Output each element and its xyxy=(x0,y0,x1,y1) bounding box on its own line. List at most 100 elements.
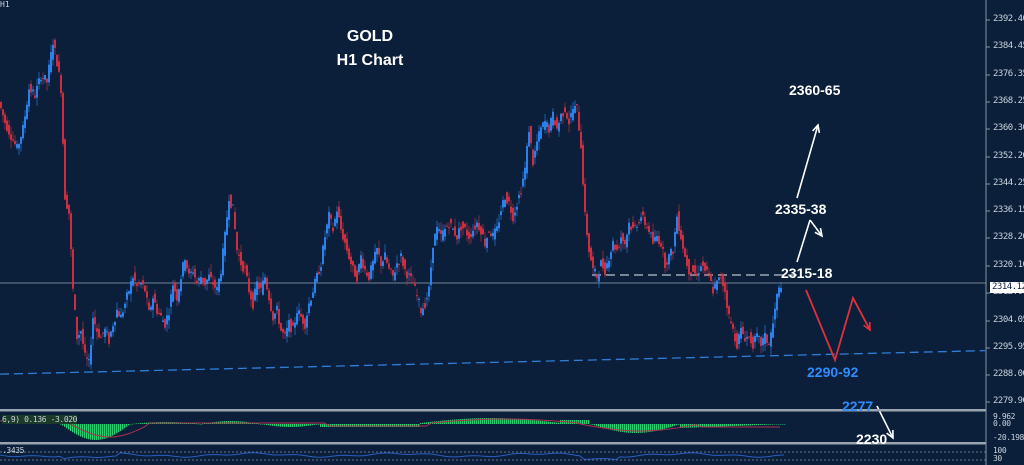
macd-histogram-bar xyxy=(606,424,608,429)
candle-body xyxy=(58,61,60,72)
candle-body xyxy=(334,218,336,227)
candle-body xyxy=(580,131,582,149)
candle-body xyxy=(68,204,70,214)
macd-histogram-bar xyxy=(522,419,524,424)
candle-body xyxy=(246,265,248,277)
candle-body xyxy=(416,295,418,297)
candle-body xyxy=(206,279,208,284)
candle-body xyxy=(128,291,130,294)
macd-histogram-bar xyxy=(726,424,728,427)
candle-body xyxy=(116,309,118,318)
candle-body xyxy=(262,280,264,295)
candle-body xyxy=(378,248,380,255)
candle-body xyxy=(28,89,30,107)
candle-body xyxy=(6,120,8,131)
candle-body xyxy=(576,103,578,106)
candle-body xyxy=(306,315,308,328)
candle-body xyxy=(14,140,16,145)
candle-body xyxy=(624,239,626,245)
candle-body xyxy=(420,307,422,314)
macd-histogram-bar xyxy=(270,424,272,426)
candle-body xyxy=(266,278,268,290)
macd-histogram-bar xyxy=(600,424,602,428)
macd-histogram-bar xyxy=(300,424,302,427)
candle-body xyxy=(104,328,106,338)
macd-histogram-bar xyxy=(508,418,510,424)
macd-histogram-bar xyxy=(670,424,672,428)
macd-histogram-bar xyxy=(594,424,596,426)
candle-body xyxy=(462,221,464,229)
projection-line-2335 xyxy=(796,219,811,263)
macd-histogram-bar xyxy=(536,420,538,424)
candle-body xyxy=(452,228,454,230)
macd-histogram-bar xyxy=(310,424,312,426)
candle-body xyxy=(582,144,584,185)
candle-body xyxy=(428,286,430,297)
candle-body xyxy=(336,211,338,224)
macd-histogram-bar xyxy=(652,424,654,432)
candle-body xyxy=(342,228,344,240)
macd-histogram-bar xyxy=(490,418,492,424)
macd-histogram-bar xyxy=(780,424,782,425)
macd-panel-top-border xyxy=(0,409,986,412)
macd-histogram-bar xyxy=(754,424,756,426)
candle-body xyxy=(402,256,404,266)
candle-body xyxy=(674,232,676,247)
macd-histogram-bar xyxy=(320,424,322,427)
macd-histogram-bar xyxy=(680,424,682,428)
macd-histogram-bar xyxy=(454,419,456,424)
bearish-arrow-head xyxy=(863,321,871,332)
macd-histogram-bar xyxy=(512,418,514,424)
macd-histogram-bar xyxy=(532,420,534,424)
macd-histogram-bar xyxy=(450,419,452,424)
macd-histogram-bar xyxy=(734,424,736,426)
symbol-timeframe-tag: H1 xyxy=(0,0,10,9)
candle-body xyxy=(176,289,178,301)
macd-histogram-bar xyxy=(616,424,618,432)
price-axis-tick: 2376.35 xyxy=(993,69,1024,79)
macd-histogram-bar xyxy=(540,420,542,424)
candle-body xyxy=(564,107,566,113)
macd-histogram-bar xyxy=(126,424,128,427)
candle-body xyxy=(350,256,352,265)
candle-body xyxy=(218,278,220,292)
price-axis-tick: 2368.25 xyxy=(993,96,1024,106)
candle-body xyxy=(52,44,54,60)
candle-body xyxy=(762,338,764,346)
candle-body xyxy=(670,248,672,256)
candle-body xyxy=(448,227,450,229)
macd-histogram-bar xyxy=(514,418,516,424)
candle-body xyxy=(360,255,362,269)
candle-body xyxy=(730,321,732,324)
candle-body xyxy=(232,204,234,206)
current-price-tag: 2314.12 xyxy=(990,282,1024,293)
candle-body xyxy=(108,332,110,344)
candle-body xyxy=(442,230,444,241)
candle-body xyxy=(698,273,700,275)
candle-body xyxy=(654,236,656,242)
candle-body xyxy=(46,78,48,83)
candle-body xyxy=(160,312,162,316)
candle-body xyxy=(456,235,458,240)
candle-body xyxy=(444,228,446,237)
candle-body xyxy=(194,268,196,278)
breakdown-arrow-head xyxy=(886,429,894,440)
macd-histogram-bar xyxy=(558,422,560,424)
candle-body xyxy=(736,332,738,349)
candle-body xyxy=(250,291,252,300)
macd-histogram-bar xyxy=(632,424,634,433)
candle-body xyxy=(76,316,78,340)
candle-body xyxy=(684,248,686,257)
candle-body xyxy=(550,117,552,131)
candle-body xyxy=(254,288,256,301)
macd-histogram-bar xyxy=(630,424,632,433)
candle-body xyxy=(538,131,540,142)
macd-histogram-bar xyxy=(706,424,708,428)
candle-body xyxy=(324,237,326,250)
candle-body xyxy=(628,222,630,235)
candle-body xyxy=(772,323,774,338)
macd-histogram-bar xyxy=(498,418,500,424)
macd-histogram-bar xyxy=(474,418,476,424)
